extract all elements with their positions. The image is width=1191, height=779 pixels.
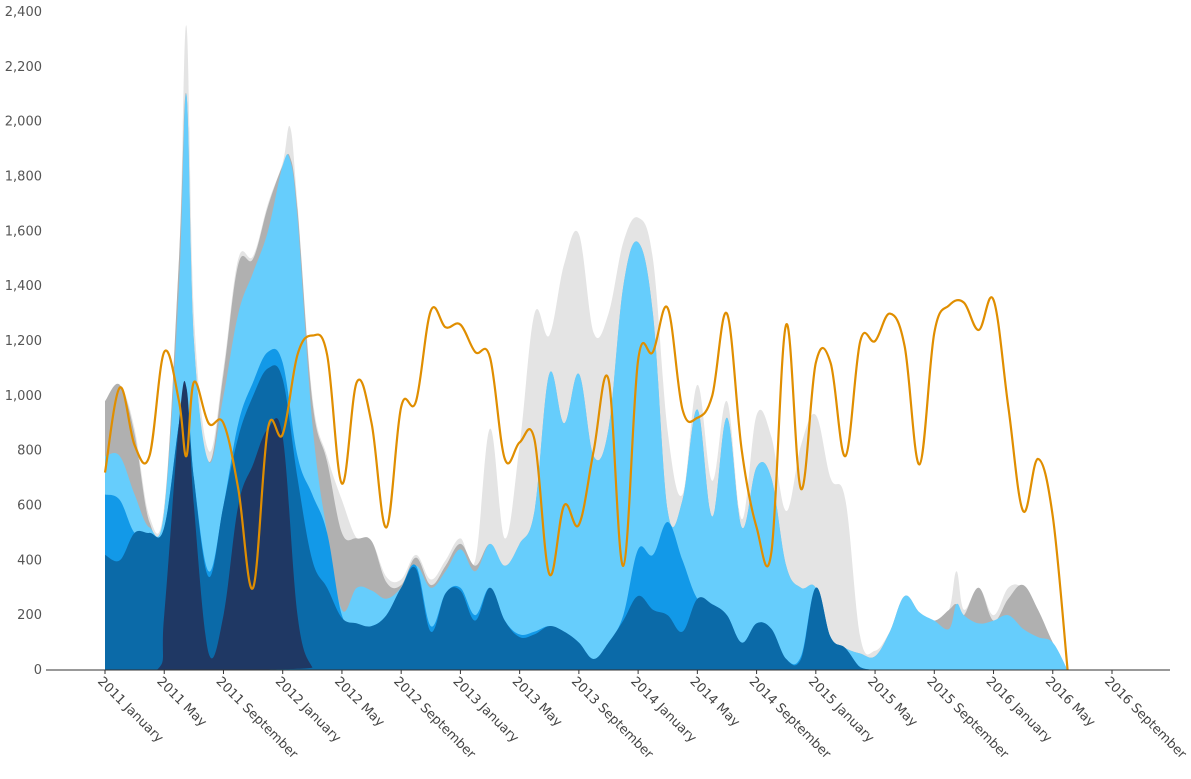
- series-light-grey: [105, 25, 1068, 670]
- series-orange-line: [103, 296, 1069, 671]
- x-tick-label: 2015 May: [864, 674, 920, 730]
- y-tick-label: 0: [34, 663, 42, 678]
- series-layer: [103, 25, 1142, 671]
- y-tick-label: 600: [17, 499, 42, 514]
- y-tick-label: 1,400: [5, 279, 42, 294]
- y-tick-label: 400: [17, 553, 42, 568]
- x-tick-label: 2016 September: [1101, 674, 1189, 762]
- y-tick-label: 2,000: [5, 115, 42, 130]
- y-tick-label: 800: [17, 444, 42, 459]
- y-tick-label: 200: [17, 608, 42, 623]
- x-tick-label: 2011 May: [153, 674, 209, 730]
- y-tick-label: 2,400: [5, 5, 42, 20]
- x-tick-label: 2012 May: [331, 674, 387, 730]
- x-tick-label: 2013 May: [509, 674, 565, 730]
- x-tick-label: 2014 May: [687, 674, 743, 730]
- x-tick-label: 2016 May: [1042, 674, 1098, 730]
- y-tick-label: 1,800: [5, 170, 42, 185]
- series-mid-blue: [105, 365, 876, 670]
- y-axis: 0 200 400 600 800 1,000 1,200 1,400 1,600 1,800 2,…: [5, 5, 42, 678]
- y-tick-label: 1,000: [5, 389, 42, 404]
- y-tick-label: 1,200: [5, 334, 42, 349]
- y-tick-label: 2,200: [5, 60, 42, 75]
- y-tick-label: 1,600: [5, 224, 42, 239]
